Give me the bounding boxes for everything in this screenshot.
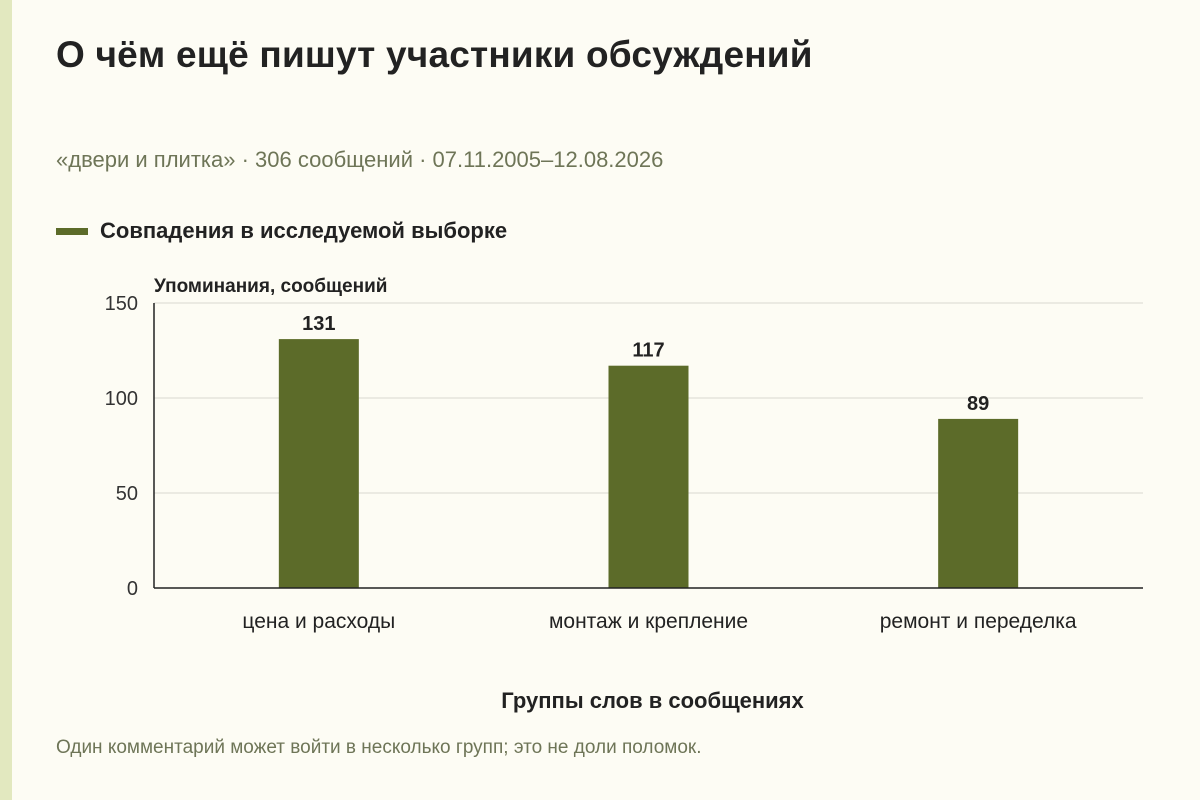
bar [278, 339, 359, 588]
y-tick-label: 50 [116, 483, 138, 505]
footnote: Один комментарий может войти в несколько… [56, 737, 702, 758]
category-labels: цена и расходы монтаж и крепление ремонт и… [242, 610, 1077, 633]
x-category-label: монтаж и крепление [549, 610, 748, 633]
x-category-label: ремонт и переделка [880, 610, 1077, 633]
legend-swatch [56, 227, 88, 235]
y-axis-ticks: 0 50 100 150 [105, 293, 138, 600]
chart-legend: Совпадения в исследуемой выборке [56, 218, 507, 244]
y-axis-title: Упоминания, сообщений [154, 276, 387, 297]
bar [938, 418, 1019, 588]
bar-value-label: 117 [632, 340, 664, 362]
bars [278, 339, 1019, 588]
bar [608, 365, 689, 588]
bar-value-label: 131 [302, 313, 335, 335]
y-tick-label: 100 [105, 388, 138, 410]
legend-label: Совпадения в исследуемой выборке [100, 218, 508, 243]
y-tick-label: 150 [105, 293, 138, 315]
x-category-label: цена и расходы [242, 610, 395, 633]
y-tick-label: 0 [127, 578, 138, 600]
x-axis-title: Группы слов в сообщениях [501, 688, 804, 713]
value-labels: 131 117 89 [302, 313, 989, 415]
bar-value-label: 89 [967, 393, 989, 415]
accent-strip [0, 0, 12, 800]
page-title: О чём ещё пишут участники обсуждений [56, 34, 813, 75]
page-subtitle: «двери и плитка» · 306 сообщений · 07.11… [56, 147, 664, 172]
